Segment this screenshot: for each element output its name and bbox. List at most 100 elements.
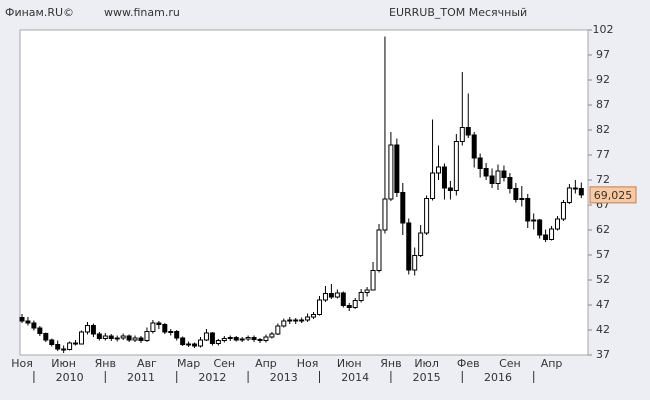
candle-body <box>382 198 388 231</box>
candle-body <box>572 187 578 190</box>
candle-body <box>459 127 465 142</box>
candle-body <box>186 343 192 346</box>
candle-body <box>209 332 215 344</box>
y-tick-label: 52 <box>596 273 610 286</box>
candle-body <box>340 292 346 306</box>
y-tick-label: 92 <box>596 73 610 86</box>
y-tick-label: 87 <box>596 98 610 111</box>
candle-body <box>560 202 566 220</box>
chart-title: EURRUB_TOM Месячный <box>389 6 527 19</box>
candle-body <box>447 187 453 191</box>
candle-body <box>418 232 424 256</box>
candle-body <box>19 317 25 322</box>
candle-body <box>436 166 441 174</box>
candle-body <box>227 337 233 339</box>
year-label: 2015 <box>413 371 441 384</box>
candle-body <box>531 219 537 222</box>
candle-body <box>25 320 31 324</box>
candle-body <box>322 293 328 301</box>
candle-body <box>215 340 221 344</box>
candle-body <box>102 335 108 339</box>
year-label: 2013 <box>270 371 298 384</box>
candle-body <box>114 337 120 340</box>
candle-body <box>394 144 400 193</box>
candle-body <box>566 187 572 203</box>
price-box <box>589 186 637 204</box>
y-tick-label: 57 <box>596 248 610 261</box>
candle-body <box>43 333 49 341</box>
candle-body <box>513 188 519 200</box>
candle-body <box>406 222 412 271</box>
x-tick-label: Апр <box>541 357 563 370</box>
candle-body <box>358 292 364 301</box>
x-tick-label: Апр <box>255 357 277 370</box>
candle-body <box>519 198 525 200</box>
candle-body <box>67 342 73 350</box>
candle-body <box>441 166 447 189</box>
x-tick-label: Янв <box>380 357 401 370</box>
candle-body <box>251 337 257 340</box>
y-tick-label: 82 <box>596 123 610 136</box>
plot-area <box>19 29 589 356</box>
candle-body <box>328 293 334 298</box>
candle-body <box>174 331 180 339</box>
candle-body <box>364 289 370 293</box>
source: Финам.RU© <box>5 6 74 19</box>
x-tick-label: Ноя <box>11 357 33 370</box>
candle-body <box>412 255 418 271</box>
candle-body <box>287 319 293 322</box>
y-tick-label: 62 <box>596 223 610 236</box>
candle-body <box>55 344 61 350</box>
candle-body <box>61 348 67 351</box>
x-tick-label: Сен <box>499 357 521 370</box>
candle-body <box>239 338 245 341</box>
x-tick-label: Сен <box>213 357 235 370</box>
candle-body <box>198 339 203 347</box>
candle-body <box>305 316 311 321</box>
candle-body <box>477 157 483 169</box>
candle-body <box>334 292 340 298</box>
y-tick-label: 47 <box>596 298 610 311</box>
y-tick-label: 97 <box>596 48 610 61</box>
x-tick-label: Июн <box>337 357 362 370</box>
candle-body <box>180 337 186 345</box>
candle-body <box>108 335 114 339</box>
candle-body <box>132 337 138 341</box>
candle-body <box>370 270 376 291</box>
candle-body <box>507 177 513 189</box>
candle-body <box>555 218 560 230</box>
candle-body <box>489 175 495 184</box>
candle-body <box>138 337 144 341</box>
year-label: 2014 <box>341 371 369 384</box>
x-tick-label: Мар <box>177 357 200 370</box>
x-tick-label: Июн <box>51 357 76 370</box>
year-label: 2016 <box>484 371 512 384</box>
candle-body <box>126 335 132 341</box>
candle-body <box>525 198 531 222</box>
candle-body <box>465 127 471 136</box>
candle-body <box>90 325 96 335</box>
x-tick-label: Ноя <box>297 357 319 370</box>
candle-body <box>31 322 37 329</box>
candle-body <box>424 198 430 234</box>
candle-body <box>84 325 90 333</box>
y-tick-label: 42 <box>596 323 610 336</box>
candle-body <box>400 192 406 224</box>
y-tick-label: 102 <box>593 23 614 36</box>
x-tick-label: Фев <box>457 357 480 370</box>
candle-body <box>430 172 436 199</box>
candle-body <box>317 299 322 315</box>
candle-body <box>192 343 198 347</box>
candle-body <box>73 342 79 345</box>
candle-body <box>376 229 382 271</box>
candle-body <box>79 331 84 345</box>
candle-body <box>156 322 162 325</box>
candle-body <box>168 331 174 333</box>
candle-body <box>537 219 543 236</box>
candle-body <box>453 141 459 191</box>
candle-body <box>263 336 269 341</box>
candle-body <box>120 335 126 339</box>
candle-body <box>352 300 358 308</box>
y-tick-label: 37 <box>596 348 610 361</box>
candle-body <box>269 333 275 338</box>
